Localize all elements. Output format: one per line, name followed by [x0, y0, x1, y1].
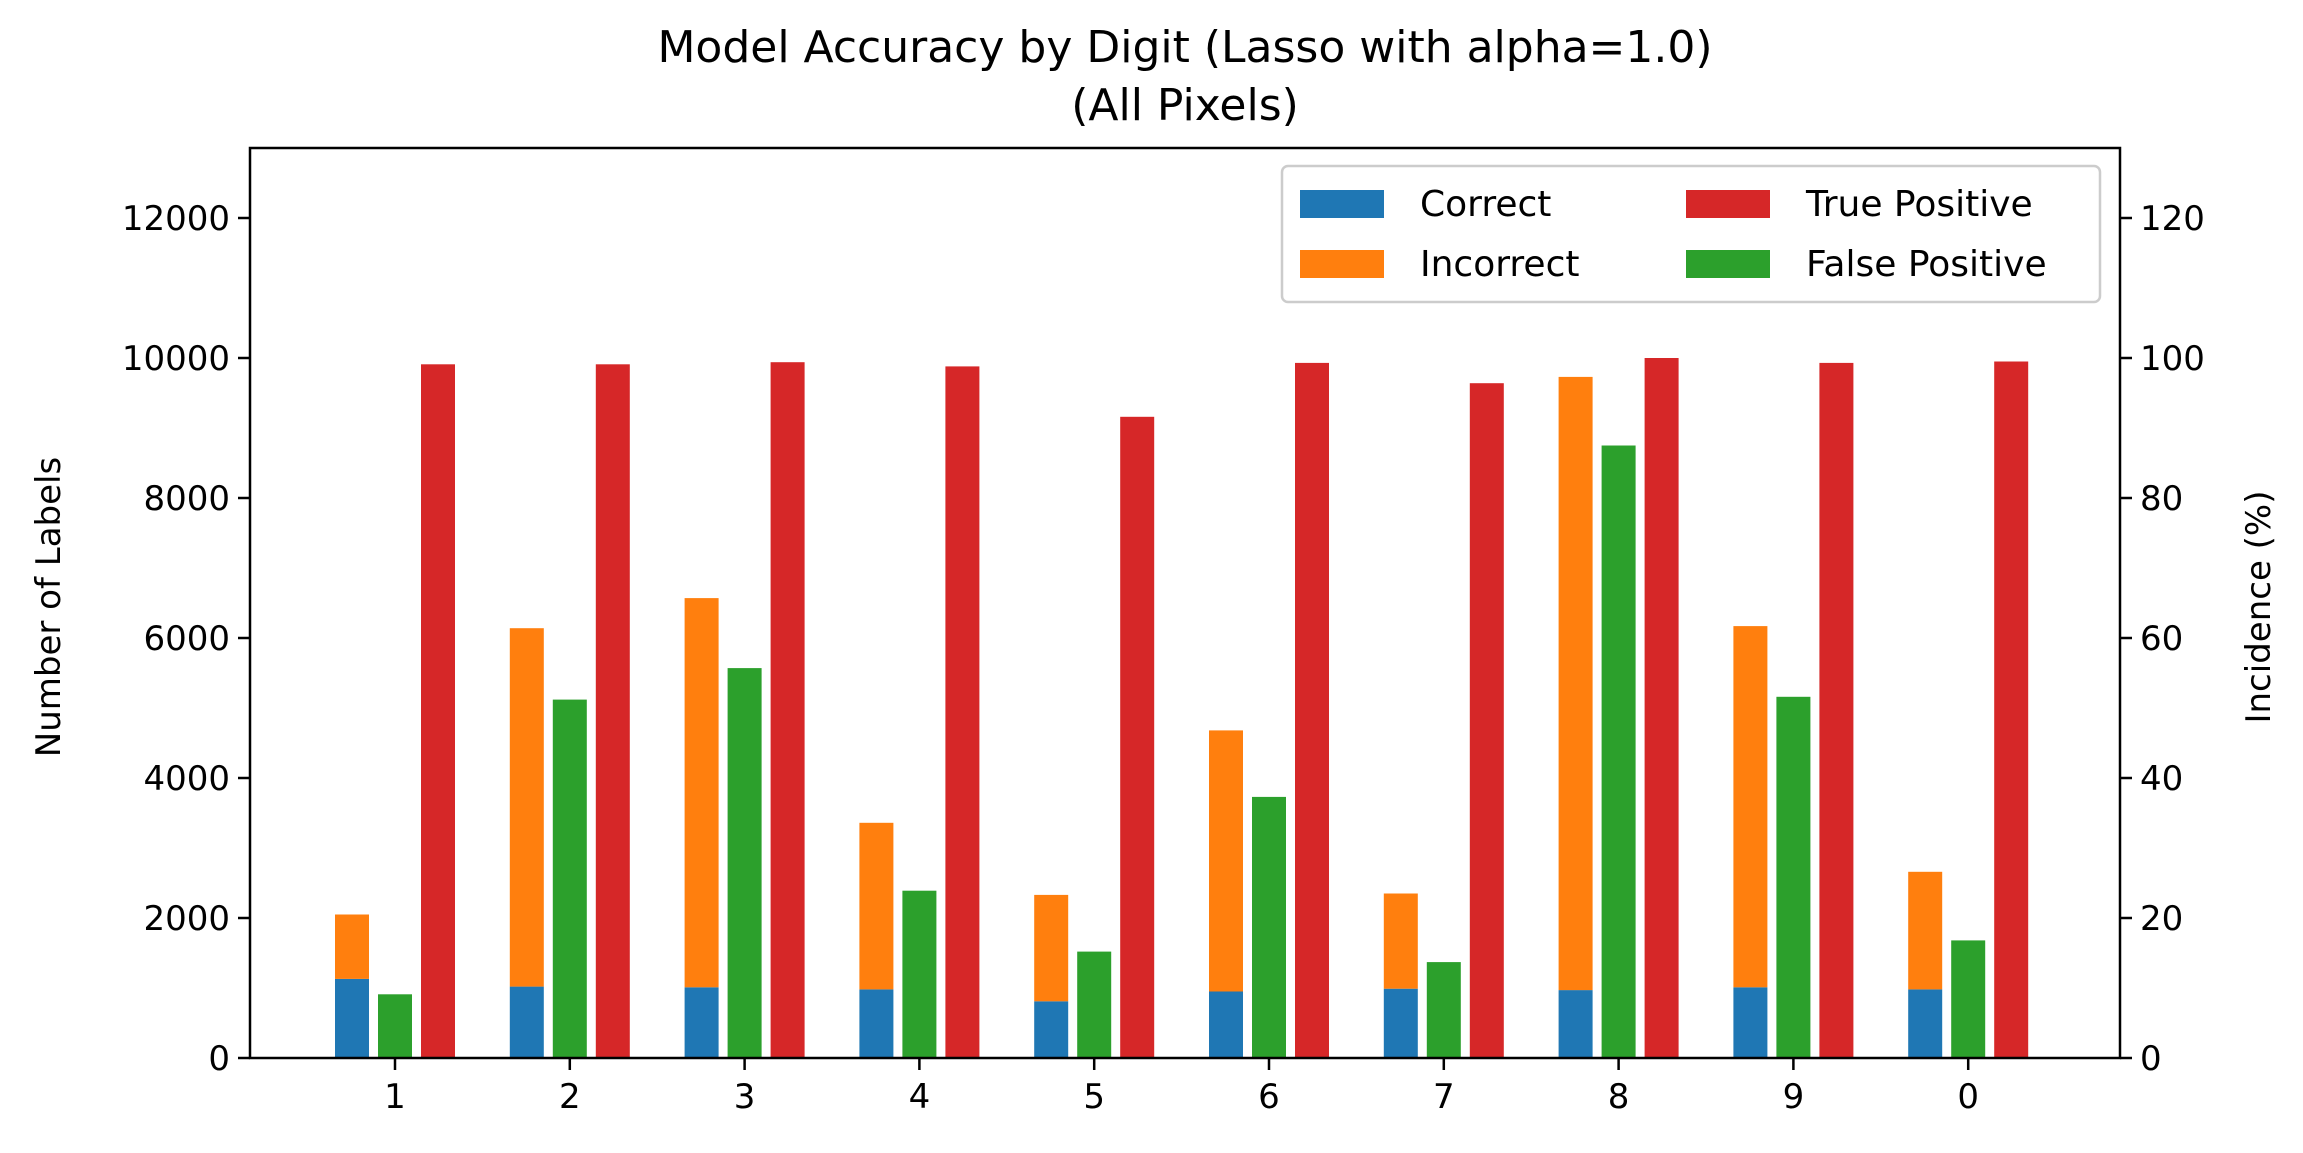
y-axis-label: Number of Labels [29, 457, 69, 757]
bars-group [335, 358, 2029, 1058]
ticks-group: 0200040006000800010000120000204060801001… [122, 199, 2205, 1117]
bar-false-positive-8 [1601, 445, 1636, 1058]
bar-true-positive-4 [945, 366, 980, 1058]
legend-label-true-positive: True Positive [1805, 184, 2033, 225]
y2-tick-label: 40 [2140, 759, 2183, 799]
y-tick-label: 10000 [122, 339, 230, 379]
y2-tick-label: 100 [2140, 339, 2205, 379]
bar-false-positive-5 [1077, 951, 1112, 1058]
bar-correct-5 [1034, 1001, 1069, 1058]
bar-true-positive-2 [595, 364, 630, 1058]
bar-true-positive-0 [1994, 361, 2029, 1058]
bar-incorrect-0 [1908, 871, 1943, 990]
axes-group [248, 146, 2122, 1060]
x-tick-label: 7 [1433, 1077, 1455, 1117]
x-tick-label: 5 [1083, 1077, 1105, 1117]
bar-false-positive-0 [1951, 940, 1986, 1058]
legend-frame [1280, 164, 2102, 304]
bar-correct-6 [1209, 991, 1243, 1058]
y2-tick-label: 80 [2140, 479, 2183, 519]
bar-true-positive-1 [421, 364, 455, 1058]
bar-false-positive-4 [902, 890, 937, 1058]
chart-title: Model Accuracy by Digit (Lasso with alph… [657, 22, 1712, 73]
bar-correct-7 [1383, 988, 1418, 1058]
bar-correct-4 [859, 989, 894, 1058]
x-tick-label: 2 [559, 1077, 581, 1117]
plot-frame [248, 146, 2122, 1060]
bar-false-positive-3 [727, 668, 762, 1058]
bar-incorrect-1 [335, 914, 369, 979]
bar-true-positive-5 [1120, 416, 1155, 1058]
y2-tick-label: 60 [2140, 619, 2183, 659]
y-tick-label: 6000 [143, 619, 230, 659]
bar-true-positive-9 [1819, 362, 1854, 1058]
bar-correct-2 [509, 986, 544, 1058]
y2-tick-label: 0 [2140, 1039, 2162, 1079]
bar-incorrect-2 [509, 628, 544, 987]
bar-incorrect-9 [1733, 626, 1768, 988]
bar-correct-8 [1558, 990, 1593, 1058]
y2-tick-label: 20 [2140, 899, 2183, 939]
bar-false-positive-1 [378, 994, 412, 1058]
bar-true-positive-6 [1295, 362, 1329, 1058]
bar-false-positive-2 [552, 699, 587, 1058]
x-tick-label: 3 [734, 1077, 756, 1117]
bar-true-positive-7 [1469, 383, 1504, 1058]
y-tick-label: 0 [208, 1039, 230, 1079]
legend: Correct Incorrect True Positive False Posit… [1280, 164, 2102, 304]
bar-false-positive-9 [1776, 696, 1811, 1058]
bar-false-positive-6 [1252, 796, 1286, 1058]
bar-incorrect-4 [859, 822, 894, 990]
y-tick-label: 8000 [143, 479, 230, 519]
bar-incorrect-6 [1209, 730, 1243, 992]
legend-swatch-incorrect [1300, 250, 1384, 278]
legend-label-correct: Correct [1420, 184, 1551, 225]
x-tick-label: 8 [1608, 1077, 1630, 1117]
bar-incorrect-5 [1034, 894, 1069, 1002]
bar-correct-9 [1733, 987, 1768, 1058]
bar-correct-3 [684, 987, 719, 1058]
y2-axis-label: Incidence (%) [2239, 490, 2279, 723]
x-tick-label: 6 [1258, 1077, 1280, 1117]
bar-true-positive-8 [1644, 358, 1679, 1058]
x-tick-label: 4 [909, 1077, 931, 1117]
bar-false-positive-7 [1426, 962, 1461, 1058]
x-tick-label: 1 [384, 1077, 406, 1117]
bar-true-positive-3 [770, 362, 805, 1058]
x-tick-label: 9 [1783, 1077, 1805, 1117]
legend-swatch-true-positive [1686, 190, 1770, 218]
bar-correct-1 [335, 978, 369, 1058]
legend-label-incorrect: Incorrect [1420, 244, 1580, 285]
legend-label-false-positive: False Positive [1806, 244, 2047, 285]
y-tick-label: 4000 [143, 759, 230, 799]
legend-swatch-correct [1300, 190, 1384, 218]
x-tick-label: 0 [1957, 1077, 1979, 1117]
y-tick-label: 12000 [122, 199, 230, 239]
legend-swatch-false-positive [1686, 250, 1770, 278]
bar-incorrect-8 [1558, 376, 1593, 991]
y-tick-label: 2000 [143, 899, 230, 939]
bar-incorrect-7 [1383, 893, 1418, 989]
bar-correct-0 [1908, 989, 1943, 1058]
chart-subtitle: (All Pixels) [1071, 80, 1299, 131]
bar-incorrect-3 [684, 598, 719, 988]
y2-tick-label: 120 [2140, 199, 2205, 239]
